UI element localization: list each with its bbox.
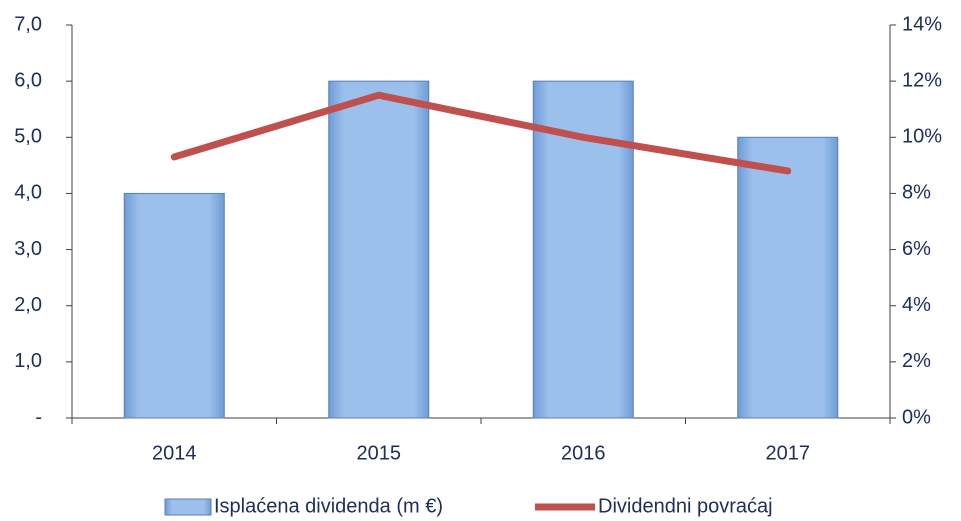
y2-tick-label: 0% — [902, 406, 931, 428]
bar — [123, 192, 225, 419]
x-tick-label: 2016 — [561, 442, 606, 464]
x-tick-label: 2017 — [766, 442, 811, 464]
legend-label: Isplaćena dividenda (m €) — [214, 495, 443, 517]
x-tick-label: 2014 — [152, 442, 197, 464]
line — [170, 91, 792, 175]
y-tick-label: 6,0 — [14, 69, 42, 91]
y2-tick-label: 4% — [902, 294, 931, 316]
legend-swatch — [164, 498, 212, 516]
y-tick-label: 7,0 — [14, 13, 42, 35]
y-tick-label: - — [35, 406, 42, 428]
y-tick-label: 1,0 — [14, 350, 42, 372]
y2-tick-label: 14% — [902, 13, 942, 35]
y-tick-label: 4,0 — [14, 182, 42, 204]
y-tick-label: 3,0 — [14, 238, 42, 260]
y2-tick-label: 10% — [902, 126, 942, 148]
bar — [328, 80, 430, 419]
x-tick-label: 2015 — [357, 442, 402, 464]
legend-label: Dividendni povraćaj — [598, 495, 773, 517]
y2-tick-label: 2% — [902, 350, 931, 372]
y-tick-label: 2,0 — [14, 294, 42, 316]
y2-tick-label: 12% — [902, 69, 942, 91]
y2-tick-label: 6% — [902, 238, 931, 260]
bar — [737, 136, 839, 419]
y-tick-label: 5,0 — [14, 126, 42, 148]
y2-tick-label: 8% — [902, 182, 931, 204]
